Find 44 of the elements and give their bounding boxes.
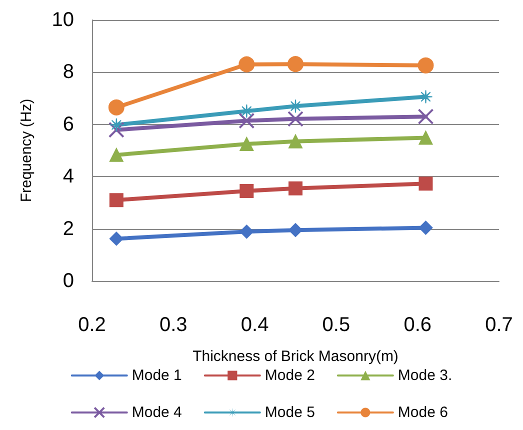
point [240, 104, 254, 118]
x-tick-label: 0.2 [78, 314, 106, 336]
y-tick-label: 2 [62, 218, 74, 240]
point [418, 176, 433, 191]
x-tick-label: 0.5 [322, 314, 350, 336]
point [418, 220, 433, 235]
point [288, 181, 302, 196]
y-tick-label: 6 [62, 113, 74, 136]
x-axis-title: Thickness of Brick Masonry(m) [192, 348, 398, 365]
y-axis-title: Frequency (Hz) [18, 98, 35, 202]
point [240, 224, 254, 239]
point [109, 148, 124, 162]
x-tick-label: 0.4 [240, 314, 269, 336]
legend-label: Mode 5 [264, 404, 315, 421]
point [109, 193, 124, 208]
point [240, 136, 254, 151]
y-tick-label: 4 [62, 166, 74, 188]
point [108, 99, 124, 116]
point [418, 130, 433, 145]
point [418, 90, 433, 104]
point [108, 122, 124, 138]
point [109, 118, 124, 132]
point [288, 223, 302, 238]
legend-label: Mode 2 [264, 367, 315, 384]
point [238, 56, 255, 72]
point [109, 232, 124, 246]
x-tick-label: 0.3 [159, 314, 188, 336]
y-tick-label: 0 [62, 270, 74, 292]
point [238, 112, 255, 129]
point [288, 99, 302, 114]
legend-label: Mode 4 [132, 404, 182, 421]
y-tick-label: 10 [52, 9, 74, 31]
point [288, 110, 304, 127]
legend-label: Mode 3. [398, 367, 452, 384]
x-tick-label: 0.7 [485, 314, 513, 336]
point [240, 184, 254, 198]
point [418, 108, 434, 125]
point [288, 134, 302, 148]
legend-label: Mode 1 [132, 367, 182, 384]
legend-label: Mode 6 [398, 404, 448, 421]
point [288, 56, 304, 72]
x-tick-label: 0.6 [404, 314, 432, 336]
point [418, 57, 434, 74]
y-tick-label: 8 [62, 61, 74, 84]
